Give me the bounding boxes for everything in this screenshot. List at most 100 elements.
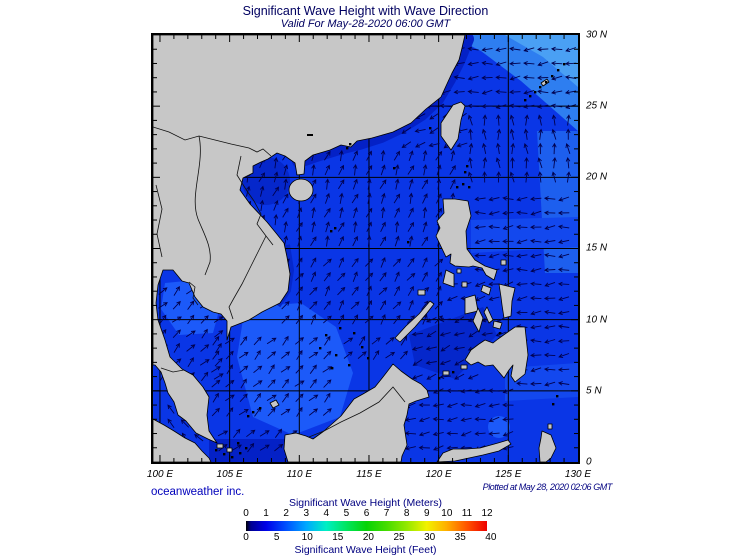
wave-arrow — [557, 338, 570, 344]
wave-arrow — [432, 416, 444, 422]
wave-arrow — [453, 75, 465, 80]
wave-arrow — [408, 192, 414, 204]
wave-arrow — [422, 313, 428, 325]
wave-arrow — [551, 114, 557, 126]
wave-arrow — [407, 221, 414, 232]
wave-arrow — [550, 103, 563, 109]
land-romblon — [461, 281, 468, 288]
wave-arrow — [440, 344, 451, 352]
wave-arrow — [364, 315, 374, 324]
wave-arrow — [394, 271, 400, 282]
wave-arrow — [408, 235, 414, 247]
wave-arrow — [544, 381, 556, 387]
wave-arrow — [481, 104, 493, 109]
wave-arrow — [365, 272, 374, 282]
wave-arrow — [566, 114, 571, 126]
wave-arrow — [530, 381, 542, 387]
wave-arrow — [186, 344, 196, 352]
wave-arrow — [366, 221, 372, 232]
lat-label: 5 N — [586, 385, 602, 397]
wave-arrow — [213, 316, 224, 323]
wave-arrow — [173, 342, 180, 353]
wave-arrow — [280, 408, 291, 416]
wave-arrow — [551, 171, 557, 183]
wave-arrow — [523, 104, 535, 109]
land-sulawesi — [436, 439, 512, 462]
wave-arrow — [214, 330, 224, 338]
feet-tick: 15 — [332, 532, 344, 543]
plotted-timestamp: Plotted at May 28, 2020 02:06 GMT — [482, 482, 613, 492]
wave-arrow — [324, 335, 331, 346]
wave-arrow — [365, 207, 373, 218]
land-mindoro — [442, 269, 455, 288]
wave-arrow — [557, 310, 570, 316]
wave-arrow — [380, 206, 386, 219]
wave-arrow — [433, 445, 444, 451]
wave-arrow — [537, 75, 549, 81]
wave-arrow — [495, 104, 507, 109]
wave-arrow — [454, 359, 465, 366]
feet-tick: 20 — [362, 532, 374, 543]
wave-arrow — [510, 142, 516, 155]
wave-arrow — [380, 164, 386, 176]
wave-arrow — [231, 444, 242, 451]
wave-arrow — [187, 300, 195, 310]
wave-arrow — [530, 224, 542, 230]
meters-tick: 3 — [303, 508, 310, 519]
wave-arrow — [412, 374, 423, 380]
wave-arrow — [495, 157, 501, 169]
meters-tick: 5 — [343, 508, 350, 519]
wave-arrow — [516, 310, 528, 315]
wave-arrow — [435, 193, 442, 204]
wave-arrow — [325, 178, 330, 190]
wave-arrow — [530, 367, 542, 373]
wave-arrow — [366, 150, 372, 161]
wave-arrow — [323, 207, 331, 218]
wave-arrow — [488, 281, 500, 287]
land-taiwan — [440, 101, 466, 151]
wave-arrow — [481, 47, 493, 52]
land-layer — [153, 35, 557, 462]
wave-arrow — [516, 267, 528, 272]
wave-arrow — [446, 445, 458, 451]
wave-arrow — [565, 128, 571, 140]
wave-arrow — [495, 89, 507, 95]
wave-arrow — [238, 409, 249, 416]
wave-arrow — [159, 314, 167, 325]
wave-arrow — [474, 416, 486, 422]
wave-arrow — [516, 296, 528, 302]
wave-arrow — [225, 379, 235, 388]
wave-arrow — [282, 193, 289, 204]
wave-arrow — [224, 337, 235, 345]
wave-arrow — [366, 300, 372, 311]
wave-arrow — [509, 114, 515, 126]
wave-arrow — [378, 287, 388, 295]
wave-arrow — [324, 164, 331, 176]
meters-tick: 7 — [383, 508, 390, 519]
wave-arrow — [557, 367, 570, 372]
wave-arrow — [393, 193, 401, 204]
wave-arrow — [311, 164, 316, 176]
wave-arrow — [544, 324, 556, 330]
wave-arrow — [439, 317, 451, 323]
wave-arrow — [433, 388, 444, 394]
wave-arrow — [516, 224, 528, 230]
feet-tick: 10 — [301, 532, 313, 543]
wave-arrow — [259, 444, 270, 451]
wave-arrow — [273, 199, 279, 211]
wave-arrow — [565, 47, 577, 53]
wave-arrow — [295, 393, 304, 403]
wave-arrow — [180, 419, 190, 428]
wave-arrow — [323, 272, 331, 282]
wave-arrow — [543, 210, 556, 216]
wave-arrow — [212, 350, 220, 360]
meters-tick: 4 — [323, 508, 330, 519]
wave-arrow — [502, 431, 514, 437]
wave-arrow — [311, 206, 316, 219]
wave-arrow — [211, 407, 220, 417]
lat-label: 25 N — [586, 100, 608, 112]
islet-layer — [215, 63, 566, 459]
wave-arrow — [543, 267, 556, 273]
land-marinduque — [456, 268, 462, 274]
wave-arrow — [453, 346, 465, 351]
